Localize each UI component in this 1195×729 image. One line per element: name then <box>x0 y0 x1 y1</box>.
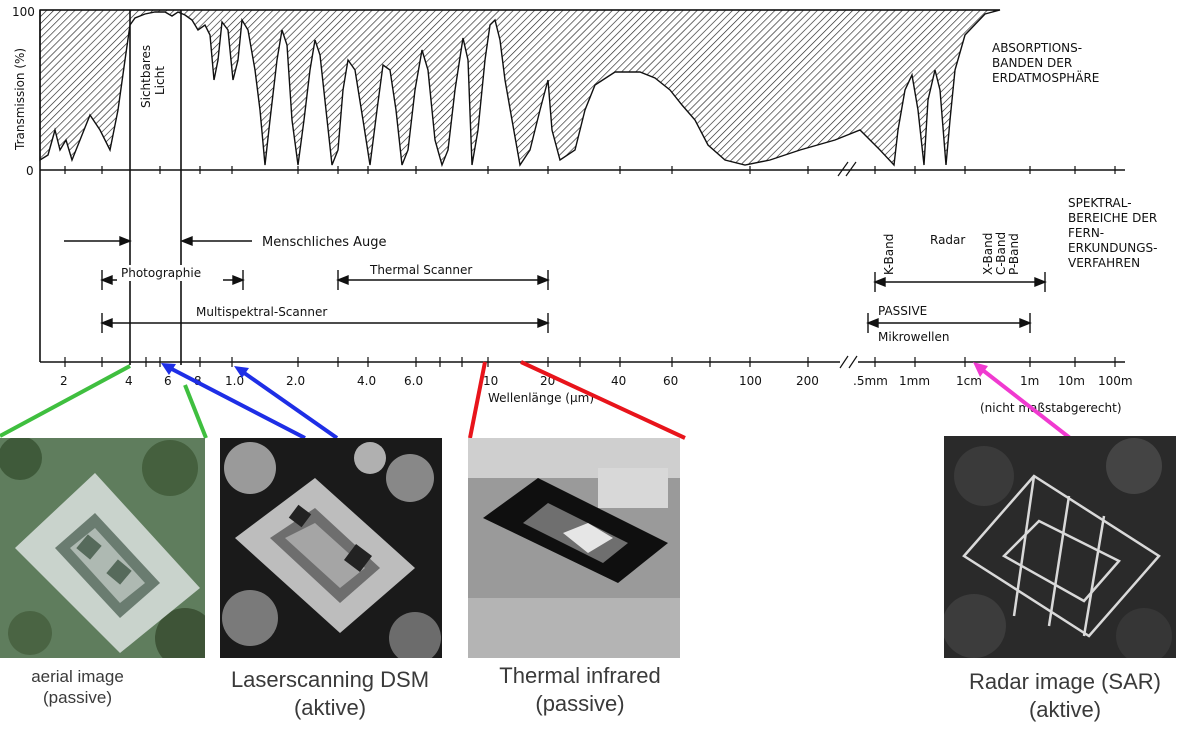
top-axis-ticks <box>64 166 1116 174</box>
laser-connector-right <box>238 368 339 440</box>
absorption-label-line2: BANDEN DER <box>992 56 1072 70</box>
k-band-label: K-Band <box>882 234 896 275</box>
laser-connector-left <box>165 364 306 440</box>
aerial-connector-right <box>183 384 208 439</box>
tick-label-2-0: 2.0 <box>286 374 305 388</box>
tick-label-100: 100 <box>739 374 762 388</box>
tick-label-1m: 1m <box>1020 374 1039 388</box>
wavelength-axis-label: Wellenlänge (µm) <box>488 391 594 405</box>
absorption-label-line3: ERDATMOSPHÄRE <box>992 70 1099 85</box>
human-eye-label: Menschliches Auge <box>262 235 387 250</box>
c-band-label: C-Band <box>994 232 1008 275</box>
radar-connector <box>978 366 1072 440</box>
tick-label-6: 6 <box>164 374 172 388</box>
tick-label-1mm: 1mm <box>899 374 930 388</box>
passive-microwave-range <box>866 313 1032 333</box>
bottom-axis-ticks <box>64 357 1116 367</box>
tick-label-0-5mm: .5mm <box>853 374 888 388</box>
y-tick-100: 100 <box>12 5 35 19</box>
absorption-area <box>39 9 1001 168</box>
laser-caption: Laserscanning DSM (aktive) <box>210 666 450 721</box>
thermal-caption-line1: Thermal infrared <box>499 663 661 688</box>
tick-label-200: 200 <box>796 374 819 388</box>
thermal-scanner-range <box>336 270 550 290</box>
spectral-heading-line1: SPEKTRAL- <box>1068 196 1132 210</box>
tick-label-60: 60 <box>663 374 678 388</box>
spectral-heading-line3: FERN- <box>1068 226 1104 240</box>
laser-caption-line2: (aktive) <box>293 694 367 720</box>
radar-caption-line1: Radar image (SAR) <box>969 669 1161 694</box>
mikrowellen-label: Mikrowellen <box>878 330 950 344</box>
passive-label: PASSIVE <box>878 304 927 318</box>
x-band-label: X-Band <box>981 233 995 275</box>
radar-caption-line2: (aktive) <box>1028 696 1102 722</box>
photographie-label: Photographie <box>121 266 201 280</box>
thermal-infrared-image <box>468 438 680 658</box>
tick-label-2: 2 <box>60 374 68 388</box>
visible-light-label-line2: Licht <box>153 66 167 95</box>
photographie-label-bg <box>117 265 223 281</box>
tick-label-10: 10 <box>483 374 498 388</box>
aerial-caption-line2: (passive) <box>43 688 112 708</box>
tick-label-10m: 10m <box>1058 374 1085 388</box>
y-tick-0: 0 <box>26 164 34 178</box>
laser-arrowhead-left <box>161 363 176 375</box>
tick-label-6-0: 6.0 <box>404 374 423 388</box>
p-band-label: P-Band <box>1007 233 1021 275</box>
aerial-caption: aerial image (passive) <box>0 666 155 709</box>
tick-label-4: 4 <box>125 374 133 388</box>
not-to-scale-note: (nicht maßstabgerecht) <box>980 401 1122 415</box>
thermal-caption-line2: (passive) <box>535 690 625 716</box>
tick-label-40: 40 <box>611 374 626 388</box>
aerial-caption-line1: aerial image <box>31 667 124 686</box>
spectral-ranges-panel: SPEKTRAL- BEREICHE DER FERN- ERKUNDUNGS-… <box>39 170 1157 362</box>
radar-label: Radar <box>930 233 965 247</box>
laserscanning-dsm-image <box>220 438 442 658</box>
aerial-image <box>0 438 205 658</box>
multispektral-range <box>100 313 550 333</box>
spectral-heading-line4: ERKUNDUNGS- <box>1068 241 1157 255</box>
human-eye-range <box>64 235 252 247</box>
laser-arrowhead-right <box>234 366 249 378</box>
absorption-label-line1: ABSORPTIONS- <box>992 41 1082 55</box>
y-axis-label: Transmission (%) <box>13 48 27 151</box>
tick-label-1-0: 1.0 <box>225 374 244 388</box>
thermal-connector-right <box>520 360 686 440</box>
bottom-axis-break <box>839 355 858 369</box>
radar-arrowhead <box>973 362 988 377</box>
spectral-heading-line2: BEREICHE DER <box>1068 211 1157 225</box>
aerial-connector-left <box>0 364 131 438</box>
laser-caption-line1: Laserscanning DSM <box>230 667 430 692</box>
tick-label-1cm: 1cm <box>956 374 982 388</box>
radar-range <box>873 272 1047 292</box>
tick-label-100m: 100m <box>1098 374 1133 388</box>
transmission-chart: 100 0 Transmission (%) Sichtbares Licht … <box>12 5 1125 365</box>
image-connectors <box>0 360 1072 440</box>
radar-sar-image <box>944 436 1176 658</box>
visible-light-label-line1: Sichtbares <box>139 45 153 108</box>
thermal-scanner-label: Thermal Scanner <box>369 263 472 277</box>
tick-label-4-0: 4.0 <box>357 374 376 388</box>
radar-caption: Radar image (SAR) (aktive) <box>945 668 1185 723</box>
thermal-connector-left <box>468 361 487 439</box>
spectral-heading-line5: VERFAHREN <box>1068 256 1140 270</box>
multispektral-label: Multispektral-Scanner <box>196 305 327 319</box>
thermal-caption: Thermal infrared (passive) <box>470 662 690 717</box>
axis-break <box>837 161 857 177</box>
